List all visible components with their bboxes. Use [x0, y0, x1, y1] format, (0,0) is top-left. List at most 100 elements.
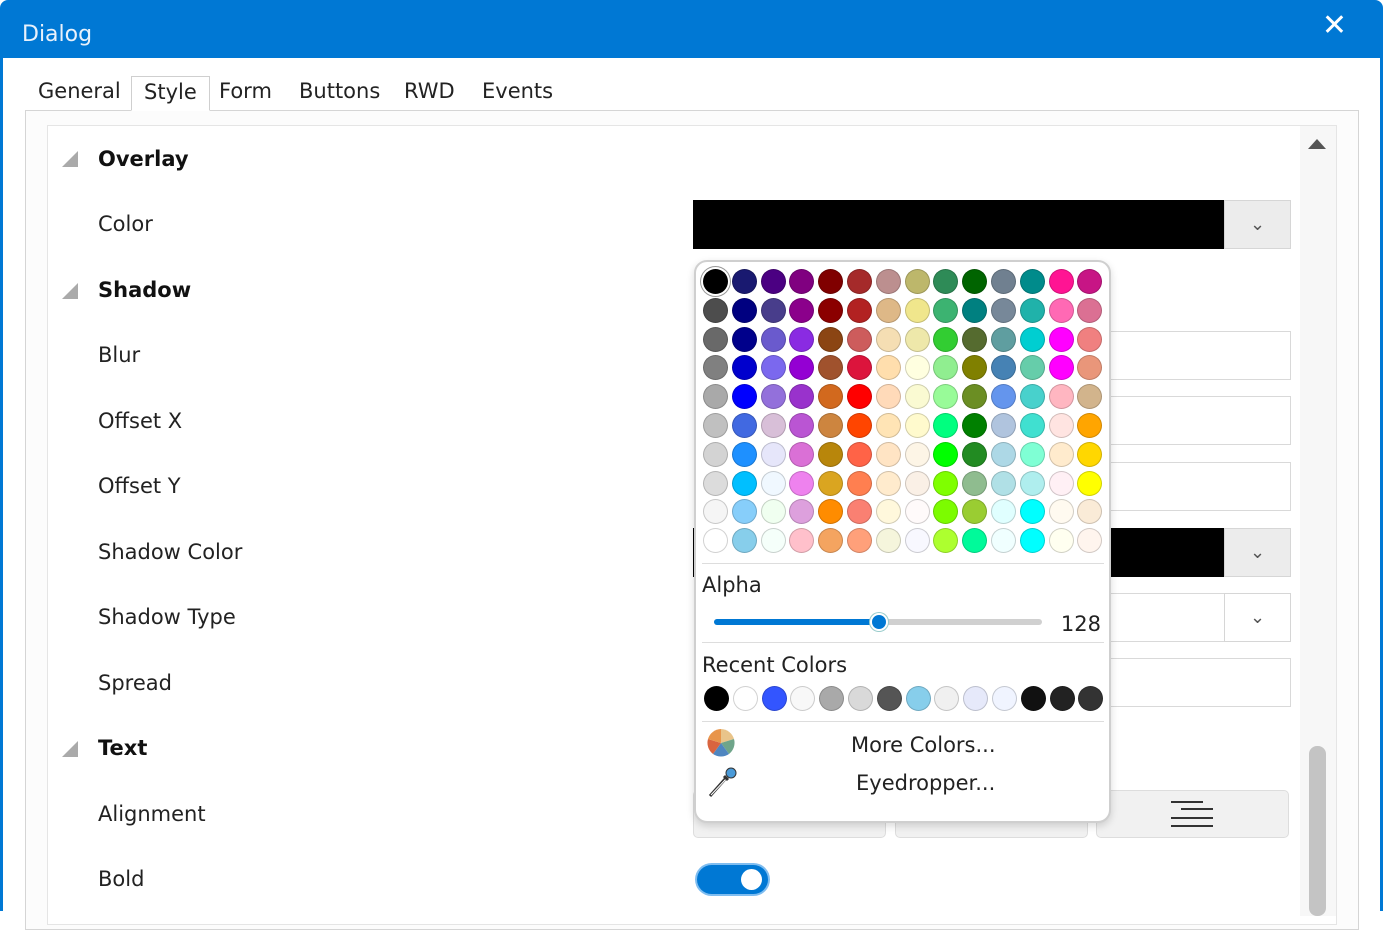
palette-swatch[interactable]	[1077, 470, 1103, 496]
palette-swatch[interactable]	[875, 297, 901, 323]
palette-swatch[interactable]	[1019, 326, 1045, 352]
palette-swatch[interactable]	[962, 269, 988, 294]
palette-swatch[interactable]	[933, 326, 959, 352]
shadow-type-dropdown[interactable]: ⌄	[1224, 593, 1291, 642]
palette-swatch[interactable]	[703, 355, 728, 381]
palette-swatch[interactable]	[875, 384, 901, 410]
palette-swatch[interactable]	[789, 326, 815, 352]
palette-swatch[interactable]	[962, 499, 988, 525]
palette-swatch[interactable]	[731, 355, 757, 381]
palette-swatch[interactable]	[1048, 470, 1074, 496]
recent-color-swatch[interactable]	[1078, 686, 1104, 711]
palette-swatch[interactable]	[760, 269, 786, 294]
palette-swatch[interactable]	[991, 269, 1016, 294]
palette-swatch[interactable]	[789, 413, 815, 438]
palette-swatch[interactable]	[818, 413, 844, 438]
palette-swatch[interactable]	[818, 297, 844, 323]
palette-swatch[interactable]	[962, 470, 988, 496]
palette-swatch[interactable]	[991, 499, 1016, 525]
palette-swatch[interactable]	[1048, 326, 1074, 352]
tab-rwd[interactable]: RWD	[404, 79, 455, 103]
spread-input[interactable]	[1110, 658, 1291, 707]
palette-swatch[interactable]	[847, 297, 872, 323]
close-icon[interactable]: ✕	[1321, 8, 1347, 43]
tab-events[interactable]: Events	[482, 79, 554, 103]
align-right-button[interactable]	[1096, 790, 1289, 838]
palette-swatch[interactable]	[847, 413, 872, 438]
palette-swatch[interactable]	[818, 269, 844, 294]
palette-swatch[interactable]	[991, 441, 1016, 467]
palette-swatch[interactable]	[731, 326, 757, 352]
palette-swatch[interactable]	[1019, 355, 1045, 381]
palette-swatch[interactable]	[760, 499, 786, 525]
palette-swatch[interactable]	[760, 528, 786, 554]
scroll-up-icon[interactable]	[1308, 139, 1326, 149]
tab-buttons[interactable]: Buttons	[299, 79, 381, 103]
recent-color-swatch[interactable]	[876, 686, 902, 711]
tab-style[interactable]: Style	[131, 76, 210, 111]
palette-swatch[interactable]	[904, 528, 930, 554]
palette-swatch[interactable]	[875, 528, 901, 554]
palette-swatch[interactable]	[847, 355, 872, 381]
palette-swatch[interactable]	[962, 528, 988, 554]
palette-swatch[interactable]	[904, 499, 930, 525]
palette-swatch[interactable]	[847, 528, 872, 554]
palette-swatch[interactable]	[789, 384, 815, 410]
overlay-color-swatch[interactable]	[693, 200, 1225, 249]
palette-swatch[interactable]	[991, 355, 1016, 381]
palette-swatch[interactable]	[991, 528, 1016, 554]
palette-swatch[interactable]	[933, 441, 959, 467]
palette-swatch[interactable]	[731, 441, 757, 467]
palette-swatch[interactable]	[789, 355, 815, 381]
palette-swatch[interactable]	[703, 297, 728, 323]
palette-swatch[interactable]	[1048, 355, 1074, 381]
palette-swatch[interactable]	[1077, 384, 1103, 410]
palette-swatch[interactable]	[1019, 499, 1045, 525]
palette-swatch[interactable]	[991, 326, 1016, 352]
palette-swatch[interactable]	[904, 413, 930, 438]
palette-swatch[interactable]	[703, 413, 728, 438]
palette-swatch[interactable]	[962, 326, 988, 352]
palette-swatch[interactable]	[904, 470, 930, 496]
palette-swatch[interactable]	[703, 499, 728, 525]
palette-swatch[interactable]	[875, 499, 901, 525]
palette-swatch[interactable]	[933, 297, 959, 323]
tab-general[interactable]: General	[38, 79, 121, 103]
palette-swatch[interactable]	[731, 528, 757, 554]
palette-swatch[interactable]	[875, 470, 901, 496]
recent-color-swatch[interactable]	[905, 686, 931, 711]
palette-swatch[interactable]	[1048, 413, 1074, 438]
palette-swatch[interactable]	[731, 384, 757, 410]
palette-swatch[interactable]	[991, 297, 1016, 323]
palette-swatch[interactable]	[1019, 470, 1045, 496]
palette-swatch[interactable]	[1077, 413, 1103, 438]
palette-swatch[interactable]	[789, 528, 815, 554]
palette-swatch[interactable]	[962, 413, 988, 438]
scrollbar-thumb[interactable]	[1309, 746, 1326, 916]
palette-swatch[interactable]	[904, 355, 930, 381]
collapse-icon[interactable]	[62, 151, 78, 167]
palette-swatch[interactable]	[991, 470, 1016, 496]
palette-swatch[interactable]	[991, 384, 1016, 410]
palette-swatch[interactable]	[731, 269, 757, 294]
palette-swatch[interactable]	[818, 441, 844, 467]
palette-swatch[interactable]	[1019, 441, 1045, 467]
palette-swatch[interactable]	[760, 441, 786, 467]
palette-swatch[interactable]	[962, 355, 988, 381]
recent-color-swatch[interactable]	[992, 686, 1017, 711]
palette-swatch[interactable]	[818, 470, 844, 496]
palette-swatch[interactable]	[1019, 384, 1045, 410]
palette-swatch[interactable]	[904, 441, 930, 467]
palette-swatch[interactable]	[760, 470, 786, 496]
palette-swatch[interactable]	[875, 326, 901, 352]
palette-swatch[interactable]	[847, 470, 872, 496]
palette-swatch[interactable]	[760, 326, 786, 352]
palette-swatch[interactable]	[847, 326, 872, 352]
palette-swatch[interactable]	[818, 528, 844, 554]
palette-swatch[interactable]	[933, 355, 959, 381]
palette-swatch[interactable]	[1077, 441, 1103, 467]
palette-swatch[interactable]	[933, 413, 959, 438]
palette-swatch[interactable]	[904, 297, 930, 323]
recent-color-swatch[interactable]	[819, 686, 845, 711]
palette-swatch[interactable]	[1048, 297, 1074, 323]
